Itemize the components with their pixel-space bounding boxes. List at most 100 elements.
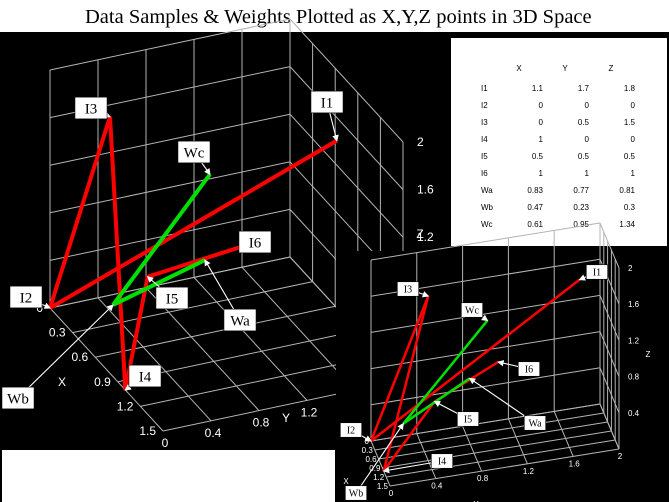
y-tick-label: 0.8 — [253, 416, 270, 430]
row-x: 1 — [538, 169, 543, 178]
y-tick-label: 2 — [618, 452, 623, 461]
point-label: Wa — [230, 313, 250, 329]
table-row: I5 0.5 0.5 0.5 — [451, 152, 667, 168]
point-label: I4 — [438, 457, 446, 468]
table-header-z: Z — [608, 64, 614, 73]
side-wall-gridline — [289, 66, 404, 190]
z-axis-label: Z — [646, 350, 651, 359]
table-row: I6 1 1 1 — [451, 169, 667, 185]
point-label-box — [461, 302, 484, 318]
row-name: I5 — [481, 152, 488, 161]
x-tick-label: 0.3 — [362, 446, 374, 455]
row-z: 0.81 — [619, 186, 635, 195]
point-label: I5 — [464, 415, 472, 426]
row-z: 1.5 — [623, 118, 635, 127]
point-label-box — [345, 485, 367, 501]
point-label-box — [74, 96, 108, 120]
x-tick-label: 1.2 — [117, 399, 134, 413]
row-name: I2 — [481, 101, 488, 110]
point-label-box — [431, 453, 454, 469]
side-wall-gridline — [599, 222, 620, 269]
series-line — [112, 258, 206, 307]
point-label: Wb — [7, 391, 29, 407]
inset-3d-plot: 0 0.3 0.6 0.9 1.2 1.5 0 0.4 0.8 1.2 1.6 2 0.4 0.8 1.2 1… — [336, 222, 669, 502]
floor-gridline — [49, 307, 164, 432]
point-label-box — [518, 361, 541, 377]
table-row: I3 0 0.5 1.5 — [451, 118, 667, 134]
point-label: I6 — [249, 235, 262, 251]
floor-gridline — [378, 421, 608, 460]
row-name: I6 — [481, 169, 488, 178]
back-wall-gridline — [370, 331, 601, 370]
row-y: 0.23 — [573, 203, 589, 212]
row-y: 0 — [584, 135, 589, 144]
row-y: 0.95 — [573, 220, 589, 229]
z-tick-label: 0.8 — [628, 373, 640, 382]
side-wall-gridline — [289, 18, 404, 143]
back-wall-gridline — [49, 208, 291, 261]
point-label-box — [524, 415, 547, 431]
row-x: 0 — [538, 118, 543, 127]
point-label: I4 — [139, 369, 152, 385]
point-label: I1 — [593, 268, 601, 279]
row-x: 1 — [538, 135, 543, 144]
side-wall-gridline — [599, 331, 620, 377]
point-label-box — [457, 411, 480, 427]
table-row: I1 1.1 1.7 1.8 — [451, 84, 667, 100]
point-label-box — [339, 422, 362, 438]
floor-gridline — [72, 281, 313, 334]
point-label: I3 — [404, 285, 412, 296]
row-z: 0.5 — [623, 152, 635, 161]
floor-gridline — [507, 418, 528, 464]
x-axis-label: X — [343, 477, 349, 486]
row-name: I1 — [481, 84, 488, 93]
row-x: 0.83 — [527, 186, 543, 195]
point-label: I3 — [85, 101, 98, 117]
z-tick-label: 1.2 — [628, 336, 640, 345]
point-label-box — [238, 230, 272, 254]
point-label-leader — [355, 422, 404, 494]
row-name: Wa — [481, 186, 493, 195]
y-tick-label: 0.8 — [477, 474, 489, 483]
y-tick-label: 0 — [162, 436, 169, 450]
series-line — [48, 138, 338, 310]
floor-gridline — [553, 411, 574, 457]
row-z: 1.8 — [623, 84, 635, 93]
table-header: X Y Z — [451, 64, 667, 80]
floor-gridline — [416, 433, 437, 479]
y-tick-label: 0.4 — [205, 426, 222, 440]
point-label: Wb — [349, 489, 363, 500]
point-label: I6 — [525, 365, 533, 376]
floor-gridline — [389, 448, 620, 487]
y-tick-label: 1.6 — [569, 459, 581, 468]
x-tick-label: 0.9 — [94, 375, 111, 389]
x-tick-label: 0.9 — [369, 464, 381, 473]
side-wall-gridline — [289, 113, 404, 238]
table-row: Wb 0.47 0.23 0.3 — [451, 203, 667, 219]
floor-gridline — [97, 297, 212, 422]
data-table: X Y Z I1 1.1 1.7 1.8 I2 0 0 0 I3 0 0.5 1.5 I4 1 0 0 … — [451, 38, 667, 246]
row-z: 0 — [630, 135, 635, 144]
row-x: 0.5 — [531, 152, 543, 161]
table-row: Wc 0.61 0.95 1.34 — [451, 220, 667, 236]
floor-gridline — [462, 426, 483, 472]
row-z: 1 — [630, 169, 635, 178]
x-tick-label: 1.5 — [377, 482, 389, 491]
table-row: Wa 0.83 0.77 0.81 — [451, 186, 667, 202]
side-wall-gridline — [599, 295, 620, 341]
floor-gridline — [386, 439, 616, 478]
row-y: 1 — [584, 169, 589, 178]
side-wall-gridline — [599, 367, 620, 413]
point-label: I5 — [166, 291, 179, 307]
row-y: 0.5 — [577, 152, 589, 161]
point-label-box — [128, 364, 162, 388]
back-wall-gridline — [49, 113, 291, 166]
back-wall-gridline — [49, 18, 291, 71]
row-z: 0.3 — [623, 203, 635, 212]
row-z: 0 — [630, 101, 635, 110]
chart-title: Data Samples & Weights Plotted as X,Y,Z … — [85, 6, 592, 28]
z-axis-label: Z — [416, 227, 423, 241]
row-name: Wb — [481, 203, 493, 212]
table-header-y: Y — [562, 64, 568, 73]
point-label-box — [9, 285, 43, 309]
